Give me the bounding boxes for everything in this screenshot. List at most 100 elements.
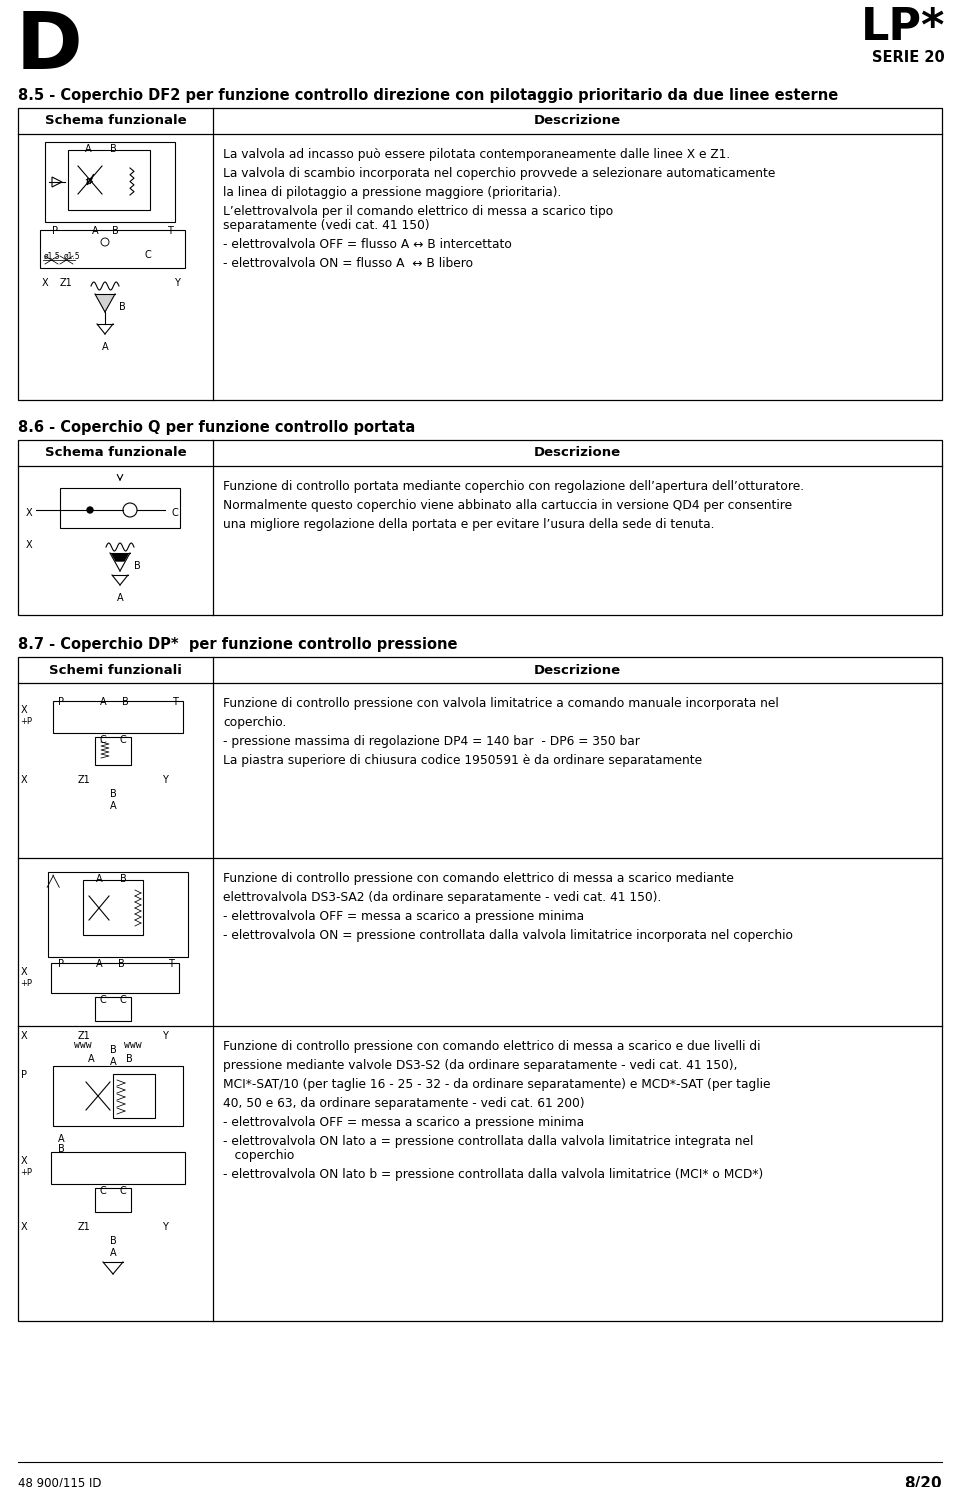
Bar: [40, 230, 185, 268]
Text: +P: +P: [20, 978, 32, 987]
Text: separatamente (vedi cat. 41 150): separatamente (vedi cat. 41 150): [223, 219, 430, 232]
Text: La valvola di scambio incorporata nel coperchio provvede a selezionare automatic: La valvola di scambio incorporata nel co…: [223, 167, 776, 180]
Text: 8.6 - Coperchio Q per funzione controllo portata: 8.6 - Coperchio Q per funzione controllo…: [18, 419, 416, 436]
Text: - elettrovalvola OFF = messa a scarico a pressione minima: - elettrovalvola OFF = messa a scarico a…: [223, 1117, 584, 1129]
Text: La piastra superiore di chiusura codice 1950591 è da ordinare separatamente: La piastra superiore di chiusura codice …: [223, 754, 702, 767]
Bar: [48, 871, 188, 958]
Text: B: B: [58, 1144, 64, 1154]
Text: 40, 50 e 63, da ordinare separatamente - vedi cat. 61 200): 40, 50 e 63, da ordinare separatamente -…: [223, 1097, 585, 1109]
Text: Schema funzionale: Schema funzionale: [45, 114, 186, 128]
Text: una migliore regolazione della portata e per evitare l’usura della sede di tenut: una migliore regolazione della portata e…: [223, 517, 714, 531]
Text: 48 900/115 ID: 48 900/115 ID: [18, 1477, 102, 1487]
Text: Z1: Z1: [78, 775, 91, 785]
Text: C: C: [120, 995, 127, 1005]
Bar: [18, 109, 942, 400]
Bar: [18, 440, 942, 616]
Text: ╱╲: ╱╲: [46, 874, 60, 886]
Bar: [83, 880, 143, 935]
Text: SERIE 20: SERIE 20: [873, 51, 945, 65]
Text: - elettrovalvola ON lato b = pressione controllata dalla valvola limitatrice (MC: - elettrovalvola ON lato b = pressione c…: [223, 1167, 763, 1181]
Text: Funzione di controllo pressione con valvola limitatrice a comando manuale incorp: Funzione di controllo pressione con valv…: [223, 697, 779, 709]
Text: B: B: [109, 1045, 116, 1054]
Polygon shape: [112, 555, 128, 561]
Text: A: A: [100, 697, 107, 706]
Text: coperchio.: coperchio.: [223, 717, 286, 729]
Text: B: B: [111, 226, 118, 236]
Text: P: P: [52, 226, 58, 236]
Text: P: P: [21, 1071, 27, 1080]
Bar: [51, 964, 179, 993]
Text: A: A: [58, 1135, 64, 1144]
Bar: [53, 1066, 183, 1126]
Text: elettrovalvola DS3-SA2 (da ordinare separatamente - vedi cat. 41 150).: elettrovalvola DS3-SA2 (da ordinare sepa…: [223, 891, 661, 904]
Text: Z1: Z1: [78, 1222, 91, 1233]
Text: B: B: [109, 1236, 116, 1246]
Text: - elettrovalvola ON lato a = pressione controllata dalla valvola limitatrice int: - elettrovalvola ON lato a = pressione c…: [223, 1135, 754, 1148]
Text: C: C: [120, 735, 127, 745]
Circle shape: [87, 507, 93, 513]
Bar: [95, 996, 131, 1022]
Text: ø1.5: ø1.5: [64, 251, 81, 262]
Text: L’elettrovalvola per il comando elettrico di messa a scarico tipo: L’elettrovalvola per il comando elettric…: [223, 205, 617, 219]
Text: - elettrovalvola ON = flusso A  ↔ B libero: - elettrovalvola ON = flusso A ↔ B liber…: [223, 257, 473, 271]
Text: C: C: [100, 735, 107, 745]
Text: Y: Y: [174, 278, 180, 288]
Bar: [45, 141, 175, 222]
Text: ø1.5: ø1.5: [44, 251, 60, 262]
Polygon shape: [97, 294, 113, 311]
Text: C: C: [145, 250, 152, 260]
Text: Descrizione: Descrizione: [534, 114, 621, 128]
Text: Schemi funzionali: Schemi funzionali: [49, 663, 182, 677]
Text: B: B: [134, 561, 141, 571]
Text: A: A: [109, 1057, 116, 1068]
Text: A: A: [109, 801, 116, 810]
Text: - pressione massima di regolazione DP4 = 140 bar  - DP6 = 350 bar: - pressione massima di regolazione DP4 =…: [223, 735, 640, 748]
Text: Y: Y: [162, 775, 168, 785]
Text: X: X: [26, 509, 33, 517]
Text: D: D: [16, 7, 83, 86]
Text: X: X: [42, 278, 49, 288]
Text: MCI*-SAT/10 (per taglie 16 - 25 - 32 - da ordinare separatamente) e MCD*-SAT (pe: MCI*-SAT/10 (per taglie 16 - 25 - 32 - d…: [223, 1078, 771, 1091]
Text: B: B: [109, 144, 116, 155]
Text: A: A: [87, 1054, 94, 1065]
Text: X: X: [26, 540, 33, 550]
Text: La valvola ad incasso può essere pilotata contemporaneamente dalle linee X e Z1.: La valvola ad incasso può essere pilotat…: [223, 149, 731, 161]
Text: A: A: [96, 959, 103, 970]
Text: C: C: [100, 1187, 107, 1196]
Text: www: www: [124, 1039, 142, 1050]
Bar: [18, 657, 942, 1320]
Text: - elettrovalvola ON = pressione controllata dalla valvola limitatrice incorporat: - elettrovalvola ON = pressione controll…: [223, 929, 793, 941]
Text: P: P: [58, 697, 64, 706]
Text: B: B: [120, 874, 127, 883]
Text: +P: +P: [20, 1167, 32, 1178]
Bar: [95, 1188, 131, 1212]
Text: Normalmente questo coperchio viene abbinato alla cartuccia in versione QD4 per c: Normalmente questo coperchio viene abbin…: [223, 500, 792, 512]
Text: X: X: [21, 1155, 28, 1166]
Text: B: B: [119, 302, 126, 312]
Text: A: A: [109, 1248, 116, 1258]
Text: X: X: [21, 1222, 28, 1233]
Text: Y: Y: [162, 1030, 168, 1041]
Text: X: X: [21, 775, 28, 785]
Text: B: B: [109, 790, 116, 799]
Text: B: B: [126, 1054, 132, 1065]
Text: 8.5 - Coperchio DF2 per funzione controllo direzione con pilotaggio prioritario : 8.5 - Coperchio DF2 per funzione control…: [18, 88, 838, 103]
Text: X: X: [21, 705, 28, 715]
Text: pressione mediante valvole DS3-S2 (da ordinare separatamente - vedi cat. 41 150): pressione mediante valvole DS3-S2 (da or…: [223, 1059, 737, 1072]
Text: C: C: [120, 1187, 127, 1196]
Text: - elettrovalvola OFF = flusso A ↔ B intercettato: - elettrovalvola OFF = flusso A ↔ B inte…: [223, 238, 512, 251]
Text: Y: Y: [162, 1222, 168, 1233]
Text: T: T: [172, 697, 178, 706]
Text: Schema funzionale: Schema funzionale: [45, 446, 186, 459]
Bar: [51, 1152, 185, 1184]
Text: la linea di pilotaggio a pressione maggiore (prioritaria).: la linea di pilotaggio a pressione maggi…: [223, 186, 562, 199]
Text: B: B: [118, 959, 125, 970]
Bar: [95, 738, 131, 764]
Bar: [68, 150, 150, 210]
Text: A: A: [117, 593, 123, 604]
Text: P: P: [58, 959, 64, 970]
Text: T: T: [168, 959, 174, 970]
Text: A: A: [102, 342, 108, 352]
Bar: [53, 700, 183, 733]
Bar: [60, 488, 180, 528]
